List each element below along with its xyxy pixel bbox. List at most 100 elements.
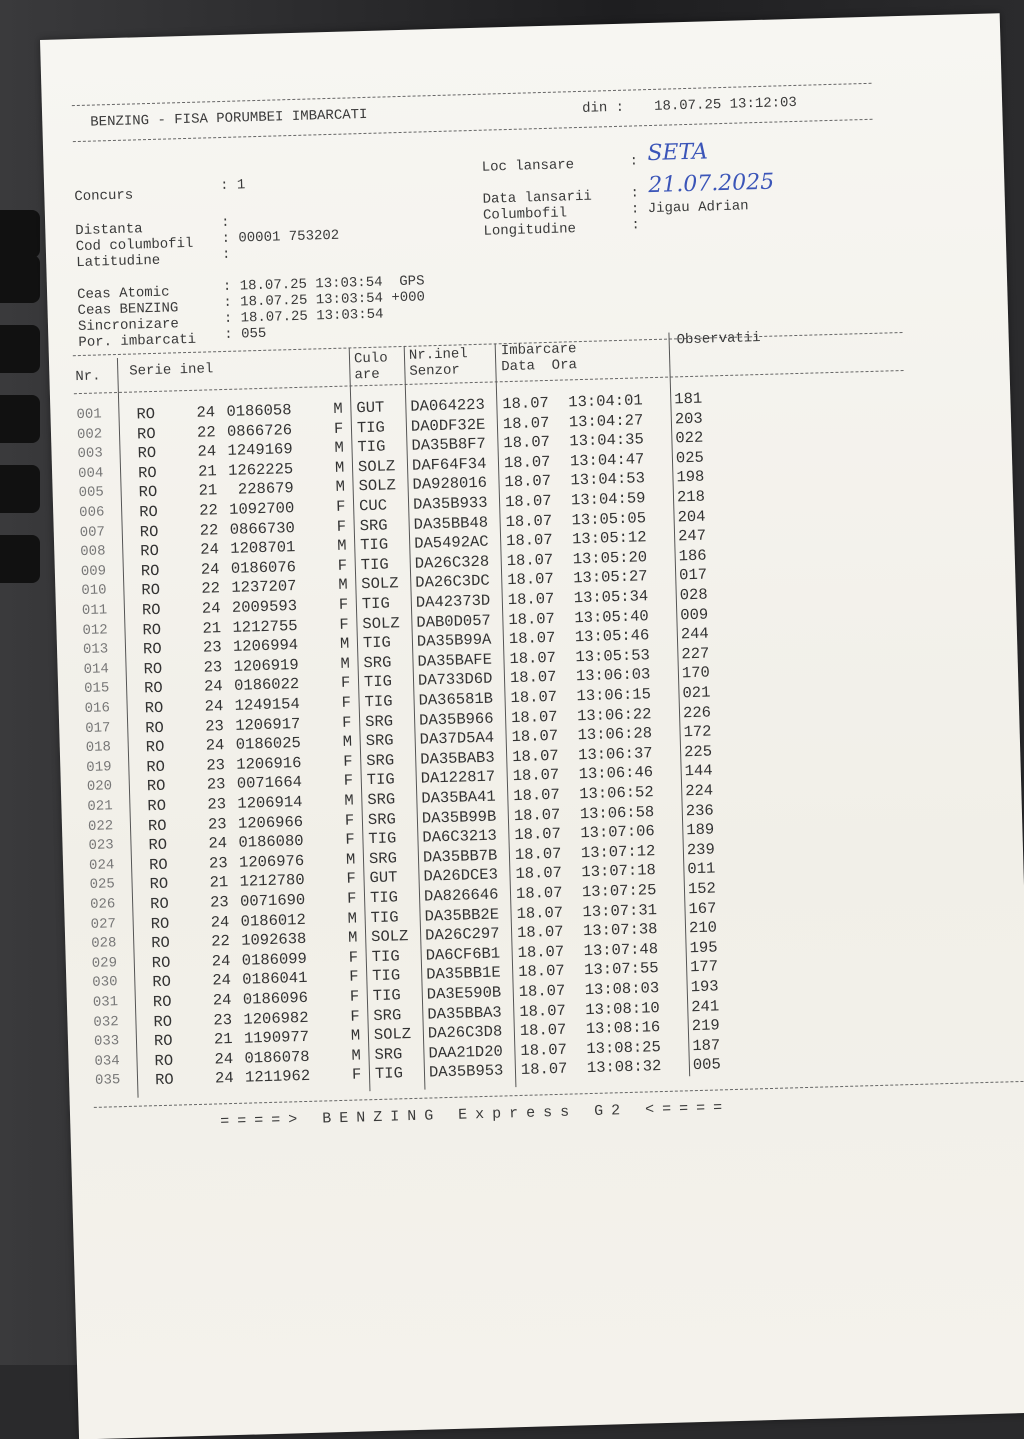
- country: RO: [151, 953, 171, 973]
- ring-number: 1206914: [237, 792, 303, 813]
- sex: M: [334, 458, 345, 477]
- sensor-ring: DA35BAFE: [417, 650, 493, 671]
- time: 13:07:25: [581, 881, 657, 902]
- sensor-ring: DA35BB2E: [424, 905, 500, 926]
- time: 13:08:25: [586, 1037, 662, 1058]
- ring-number: 2009593: [231, 597, 298, 617]
- date: 18.07: [505, 531, 553, 551]
- ring-number: 0866726: [226, 420, 293, 441]
- table-row: 011 RO 24 2009593 F TIG DA42373D 18.07 13:05:34 0…: [56, 586, 708, 624]
- country: RO: [152, 973, 172, 992]
- color: TIG: [370, 907, 399, 927]
- ring-number: 1206919: [233, 655, 299, 676]
- ring-number: 1190977: [243, 1028, 310, 1048]
- row-nr: 014: [83, 661, 110, 678]
- time: 13:08:03: [584, 979, 660, 1000]
- time: 13:07:06: [580, 822, 656, 843]
- row-nr: 018: [85, 739, 112, 757]
- year: 23: [209, 893, 230, 912]
- date: 18.07: [508, 629, 556, 649]
- table-row: 034 RO 24 0186078 M SRG DAA21D20 18.07 13:08:25 1…: [68, 1036, 720, 1074]
- ring-number: 0186058: [226, 401, 292, 421]
- sex: M: [334, 438, 345, 458]
- time: 13:05:46: [574, 626, 650, 647]
- table-row: 002 RO 22 0866726 F TIG DA0DF32E 18.07 13:04:27 2…: [51, 409, 703, 447]
- ring-number: 1206994: [232, 636, 299, 657]
- data-lansarii-handwritten: 21.07.2025: [647, 169, 775, 199]
- row-nr: 033: [93, 1033, 120, 1051]
- sex: F: [336, 517, 347, 536]
- country: RO: [148, 835, 168, 855]
- ring-number: 1206917: [234, 714, 301, 735]
- date: 18.07: [504, 491, 552, 512]
- country: RO: [142, 640, 162, 659]
- porumbei-imbarcati-value: : 055: [224, 325, 267, 343]
- observation: 011: [687, 859, 716, 879]
- table-row: 014 RO 23 1206919 M SRG DA35BAFE 18.07 13:05:53 2…: [57, 644, 709, 683]
- country: RO: [147, 796, 167, 816]
- observation: 195: [689, 938, 718, 958]
- country: RO: [146, 757, 166, 777]
- sex: M: [344, 791, 354, 810]
- sex: M: [347, 909, 358, 928]
- table-row: 018 RO 24 0186025 M SRG DA37D5A4 18.07 13:06:28 1…: [60, 723, 712, 761]
- time: 13:05:05: [571, 508, 647, 529]
- divider: [72, 332, 903, 357]
- observation: 005: [692, 1055, 722, 1075]
- table-row: 005 RO 21 228679 M SOLZ DA928016 18.07 13:04:53…: [52, 468, 704, 506]
- data-lansarii-label: Data lansarii: [482, 188, 593, 208]
- sex: F: [343, 771, 354, 791]
- color: SRG: [359, 516, 388, 535]
- sex: F: [338, 595, 349, 614]
- time: 13:06:03: [575, 665, 651, 686]
- sensor-ring: DA42373D: [415, 591, 491, 612]
- observation: 186: [678, 546, 707, 566]
- color: SRG: [366, 751, 395, 770]
- country: RO: [137, 463, 157, 483]
- ring-number: 1262225: [227, 459, 294, 480]
- table-row: 022 RO 23 1206966 F SRG DA35B99B 18.07 13:06:58 2…: [62, 801, 714, 839]
- ring-number: 0186080: [238, 832, 304, 852]
- year: 23: [204, 716, 225, 736]
- year: 24: [214, 1049, 234, 1069]
- ring-number: 1237207: [231, 577, 297, 598]
- color: TIG: [366, 770, 395, 790]
- sensor-ring: DA35B966: [418, 709, 494, 730]
- sex: F: [345, 830, 356, 849]
- sensor-ring: DA26C3DC: [415, 572, 490, 593]
- table-row: 035 RO 24 1211962 F TIG DA35B953 18.07 13:08:32 0…: [69, 1056, 721, 1094]
- concurs-label: Concurs: [74, 187, 134, 206]
- ring-number: 0866730: [229, 518, 296, 539]
- sensor-ring: DA3E590B: [426, 983, 502, 1004]
- time: 13:04:53: [570, 469, 646, 490]
- color: SRG: [368, 849, 398, 868]
- table-row: 001 RO 24 0186058 M GUT DA064223 18.07 13:04:01 1…: [50, 390, 702, 428]
- sensor-ring: DAF64F34: [411, 454, 487, 475]
- observation: 219: [691, 1016, 720, 1036]
- observation: 144: [684, 761, 713, 781]
- ring-number: 1206916: [236, 753, 302, 774]
- country: RO: [149, 894, 170, 914]
- sensor-ring: DA36581B: [418, 689, 494, 710]
- sex: F: [341, 693, 352, 712]
- ring-number: 0186022: [233, 675, 300, 696]
- sensor-ring: DA5492AC: [413, 532, 489, 553]
- time: 13:07:18: [581, 861, 657, 882]
- year: 21: [197, 462, 217, 481]
- year: 24: [208, 834, 228, 853]
- color: SOLZ: [357, 457, 396, 477]
- color: SOLZ: [370, 927, 409, 947]
- loc-sep: :: [629, 153, 639, 170]
- country: RO: [140, 542, 160, 561]
- time: 13:05:20: [572, 548, 648, 569]
- observation: 210: [688, 918, 718, 938]
- year: 23: [206, 775, 226, 795]
- country: RO: [145, 737, 165, 757]
- row-nr: 008: [80, 543, 106, 561]
- date: 18.07: [517, 962, 565, 982]
- table-row: 007 RO 22 0866730 F SRG DA35BB48 18.07 13:05:05 2…: [54, 507, 706, 545]
- date: 18.07: [509, 648, 557, 668]
- table-row: 008 RO 24 1208701 M TIG DA5492AC 18.07 13:05:12 2…: [54, 527, 706, 565]
- header-nr-inel: Nr.inel: [408, 346, 468, 364]
- year: 22: [198, 501, 219, 520]
